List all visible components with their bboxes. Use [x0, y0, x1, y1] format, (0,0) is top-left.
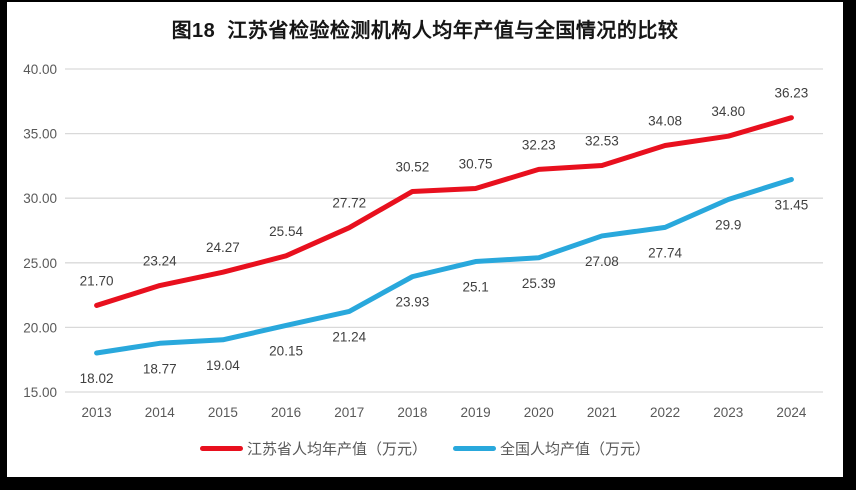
- data-label: 32.53: [585, 134, 619, 149]
- y-axis-tick-label: 20.00: [23, 320, 57, 335]
- series-line-0: [94, 115, 794, 308]
- data-label: 21.70: [80, 273, 114, 288]
- data-label: 31.45: [775, 197, 809, 212]
- data-label: 20.15: [269, 343, 303, 358]
- x-axis-tick-label: 2014: [145, 405, 176, 420]
- x-axis-tick-label: 2024: [776, 405, 807, 420]
- x-axis-tick-label: 2020: [524, 405, 554, 420]
- data-label: 34.80: [711, 104, 745, 119]
- x-axis-tick-label: 2018: [397, 405, 427, 420]
- data-label: 18.02: [80, 371, 114, 386]
- data-label: 23.24: [143, 254, 177, 269]
- data-label: 25.39: [522, 276, 556, 291]
- y-axis-tick-label: 35.00: [23, 127, 57, 142]
- x-axis-tick-label: 2016: [271, 405, 301, 420]
- chart-title: 图18 江苏省检验检测机构人均年产值与全国情况的比较: [171, 20, 679, 42]
- data-label: 23.93: [396, 295, 430, 310]
- data-label: 21.24: [332, 329, 366, 344]
- data-label: 27.74: [648, 245, 682, 260]
- data-label: 25.54: [269, 224, 303, 239]
- data-label: 24.27: [206, 240, 240, 255]
- line-chart-plot: 15.00 20.00 25.00 30.00 35.00 40.00 2013 2014 20…: [23, 62, 823, 420]
- data-label: 36.23: [775, 86, 809, 101]
- data-label: 18.77: [143, 361, 177, 376]
- legend-label-jiangsu: 江苏省人均年产值（万元）: [246, 441, 427, 458]
- chart-legend: 江苏省人均年产值（万元） 全国人均产值（万元）: [7, 438, 843, 459]
- data-label: 32.23: [522, 137, 556, 152]
- y-axis-tick-label: 25.00: [23, 256, 57, 271]
- x-axis-tick-label: 2015: [208, 405, 238, 420]
- legend-item-national: 全国人均产值（万元）: [453, 438, 650, 459]
- x-axis-tick-label: 2013: [82, 405, 112, 420]
- x-axis-tick-label: 2022: [650, 405, 680, 420]
- y-axis-tick-label: 40.00: [23, 62, 57, 77]
- x-axis-tick-label: 2023: [713, 405, 743, 420]
- x-axis-tick-label: 2019: [461, 405, 491, 420]
- legend-line-swatch-jiangsu: [199, 446, 243, 451]
- data-label: 34.08: [648, 113, 682, 128]
- data-label: 30.75: [459, 157, 493, 172]
- data-label: 27.72: [332, 196, 366, 211]
- legend-line-swatch-national: [453, 446, 496, 451]
- series-line-1: [94, 176, 794, 356]
- y-axis-tick-label: 15.00: [23, 385, 57, 400]
- data-label: 30.52: [396, 159, 430, 174]
- chart-area: 图18 江苏省检验检测机构人均年产值与全国情况的比较 15.00 20.00 25.…: [7, 2, 843, 477]
- data-label: 19.04: [206, 358, 240, 373]
- legend-item-jiangsu: 江苏省人均年产值（万元）: [199, 438, 427, 459]
- legend-label-national: 全国人均产值（万元）: [500, 441, 651, 458]
- data-label: 25.1: [462, 280, 488, 295]
- data-label: 29.9: [715, 217, 741, 232]
- y-axis-tick-label: 30.00: [23, 191, 57, 206]
- data-label: 27.08: [585, 254, 619, 269]
- x-axis-tick-label: 2021: [587, 405, 617, 420]
- x-axis-tick-label: 2017: [334, 405, 364, 420]
